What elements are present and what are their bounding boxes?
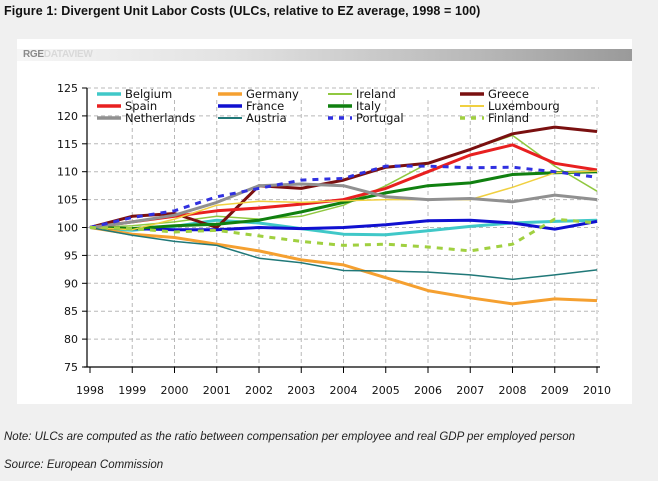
y-tick-label: 110: [57, 166, 78, 179]
x-tick-label: 2006: [414, 384, 442, 397]
y-tick-label: 115: [57, 138, 78, 151]
y-tick-label: 85: [64, 305, 78, 318]
legend-item-portugal: Portugal: [328, 111, 404, 125]
legend-label: France: [246, 99, 284, 113]
series-line-germany: [89, 226, 598, 306]
series-line-greece: [89, 125, 598, 229]
y-tick-label: 80: [64, 333, 78, 346]
brand-bar: [17, 49, 632, 61]
legend-label: Austria: [246, 111, 287, 125]
figure-title: Figure 1: Divergent Unit Labor Costs (UL…: [4, 4, 481, 18]
legend: Belgium Germany Ireland Greece Spain France It…: [97, 87, 560, 125]
series-line-portugal: [89, 164, 598, 229]
legend-item-finland: Finland: [460, 111, 529, 125]
x-tick-label: 2001: [203, 384, 231, 397]
series-line-luxembourg: [89, 170, 598, 231]
y-tick-label: 105: [57, 194, 78, 207]
x-tick-labels: 1998 1999 2000 2001 2002 2003 2004 2005 2006 2007…: [76, 384, 611, 397]
chart-note: Note: ULCs are computed as the ratio bet…: [4, 431, 576, 443]
legend-item-luxembourg: Luxembourg: [460, 99, 560, 113]
legend-item-italy: Italy: [328, 99, 381, 113]
x-tick-label: 2000: [161, 384, 189, 397]
series-line-france: [89, 218, 598, 232]
y-tick-label: 90: [64, 277, 78, 290]
x-tick-label: 2004: [330, 384, 358, 397]
brand-logo-part1: RGE: [23, 49, 44, 60]
y-tick-labels: 75 80 85 90 95 100 105 110 115 120 125: [57, 82, 78, 374]
series-line-austria: [89, 226, 598, 281]
legend-item-netherlands: Netherlands: [97, 111, 195, 125]
legend-label: Ireland: [356, 87, 396, 101]
y-tick-label: 75: [64, 361, 78, 374]
legend-item-belgium: Belgium: [97, 87, 172, 101]
x-tick-label: 2002: [245, 384, 273, 397]
legend-item-greece: Greece: [460, 87, 529, 101]
y-tick-label: 100: [57, 222, 78, 235]
x-tick-label: 2007: [456, 384, 484, 397]
x-tick-label: 1999: [118, 384, 146, 397]
legend-item-ireland: Ireland: [328, 87, 396, 101]
series-line-italy: [89, 170, 598, 231]
series-line-netherlands: [89, 182, 598, 229]
legend-item-france: France: [218, 99, 284, 113]
legend-label: Luxembourg: [488, 99, 560, 113]
series-line-ireland: [89, 134, 598, 229]
chart-source: Source: European Commission: [4, 459, 164, 471]
x-tick-label: 1998: [76, 384, 104, 397]
legend-label: Netherlands: [125, 111, 195, 125]
legend-label: Spain: [125, 99, 157, 113]
legend-label: Greece: [488, 87, 529, 101]
x-tick-label: 2003: [287, 384, 315, 397]
x-tick-label: 2010: [583, 384, 611, 397]
legend-item-spain: Spain: [97, 99, 157, 113]
brand-logo: RGEDATAVIEW: [23, 49, 93, 61]
legend-label: Portugal: [356, 111, 404, 125]
x-tick-label: 2005: [372, 384, 400, 397]
y-tick-label: 125: [57, 82, 78, 95]
axes: [82, 87, 600, 373]
x-tick-label: 2009: [541, 384, 569, 397]
legend-label: Germany: [246, 87, 299, 101]
legend-label: Italy: [356, 99, 381, 113]
brand-logo-part2: DATAVIEW: [43, 49, 93, 60]
series-lines: [89, 125, 598, 306]
y-tick-label: 95: [64, 249, 78, 262]
legend-item-germany: Germany: [218, 87, 299, 101]
legend-label: Belgium: [125, 87, 172, 101]
x-tick-label: 2008: [499, 384, 527, 397]
legend-item-austria: Austria: [218, 111, 287, 125]
legend-label: Finland: [488, 111, 529, 125]
series-line-finland: [89, 217, 598, 253]
y-tick-label: 120: [57, 110, 78, 123]
